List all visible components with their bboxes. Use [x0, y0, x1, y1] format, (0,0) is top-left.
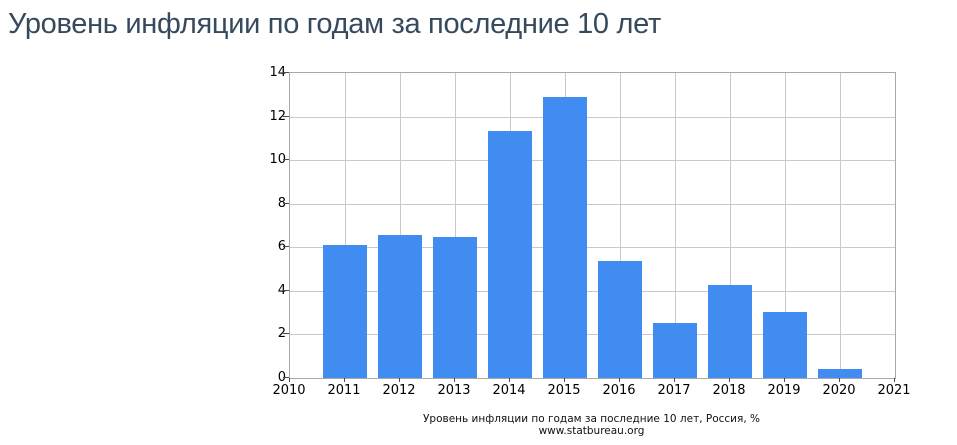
bar — [708, 285, 752, 378]
bar — [543, 97, 587, 378]
gridline-vertical — [455, 73, 456, 378]
chart-footer: Уровень инфляции по годам за последние 1… — [289, 413, 894, 437]
x-tick-mark — [729, 378, 730, 382]
x-tick-label: 2016 — [602, 383, 636, 398]
y-tick-label: 8 — [277, 196, 286, 211]
x-tick-mark — [344, 378, 345, 382]
x-tick-mark — [564, 378, 565, 382]
gridline-horizontal — [290, 160, 895, 161]
x-tick-label: 2010 — [272, 383, 306, 398]
gridline-horizontal — [290, 291, 895, 292]
x-tick-label: 2012 — [382, 383, 416, 398]
gridline-vertical — [785, 73, 786, 378]
bar — [433, 237, 477, 378]
y-tick-mark — [283, 377, 289, 378]
gridline-horizontal — [290, 334, 895, 335]
gridline-vertical — [345, 73, 346, 378]
bar — [818, 369, 862, 378]
y-tick-label: 14 — [269, 65, 286, 80]
gridline-horizontal — [290, 117, 895, 118]
y-tick-mark — [283, 203, 289, 204]
gridline-horizontal — [290, 247, 895, 248]
gridline-vertical — [400, 73, 401, 378]
bar — [653, 323, 697, 378]
y-tick-label: 0 — [277, 370, 286, 385]
x-tick-label: 2011 — [327, 383, 361, 398]
x-tick-mark — [619, 378, 620, 382]
y-tick-mark — [283, 290, 289, 291]
x-tick-mark — [894, 378, 895, 382]
x-tick-label: 2013 — [437, 383, 471, 398]
x-tick-label: 2015 — [547, 383, 581, 398]
x-tick-mark — [454, 378, 455, 382]
x-tick-label: 2020 — [822, 383, 856, 398]
y-tick-mark — [283, 333, 289, 334]
y-tick-label: 12 — [269, 109, 286, 124]
bar — [488, 131, 532, 378]
x-tick-mark — [784, 378, 785, 382]
x-tick-mark — [674, 378, 675, 382]
x-tick-label: 2019 — [767, 383, 801, 398]
bar — [378, 235, 422, 378]
plot-area — [289, 72, 896, 379]
x-tick-mark — [399, 378, 400, 382]
gridline-vertical — [675, 73, 676, 378]
bar — [323, 245, 367, 378]
y-tick-label: 6 — [277, 239, 286, 254]
y-tick-mark — [283, 72, 289, 73]
gridline-horizontal — [290, 204, 895, 205]
website-text: www.statbureau.org — [538, 425, 645, 437]
y-tick-label: 4 — [277, 283, 286, 298]
x-tick-label: 2018 — [712, 383, 746, 398]
y-tick-mark — [283, 159, 289, 160]
x-tick-label: 2017 — [657, 383, 691, 398]
x-tick-mark — [509, 378, 510, 382]
gridline-vertical — [730, 73, 731, 378]
y-tick-label: 2 — [277, 326, 286, 341]
page-title: Уровень инфляции по годам за последние 1… — [8, 8, 661, 40]
bar — [763, 312, 807, 378]
x-tick-label: 2014 — [492, 383, 526, 398]
x-tick-label: 2021 — [877, 383, 911, 398]
chart-caption: Уровень инфляции по годам за последние 1… — [423, 413, 760, 425]
gridline-vertical — [620, 73, 621, 378]
gridline-vertical — [840, 73, 841, 378]
bar — [598, 261, 642, 378]
y-tick-mark — [283, 116, 289, 117]
y-tick-mark — [283, 246, 289, 247]
x-tick-mark — [839, 378, 840, 382]
y-tick-label: 10 — [269, 152, 286, 167]
x-tick-mark — [289, 378, 290, 382]
